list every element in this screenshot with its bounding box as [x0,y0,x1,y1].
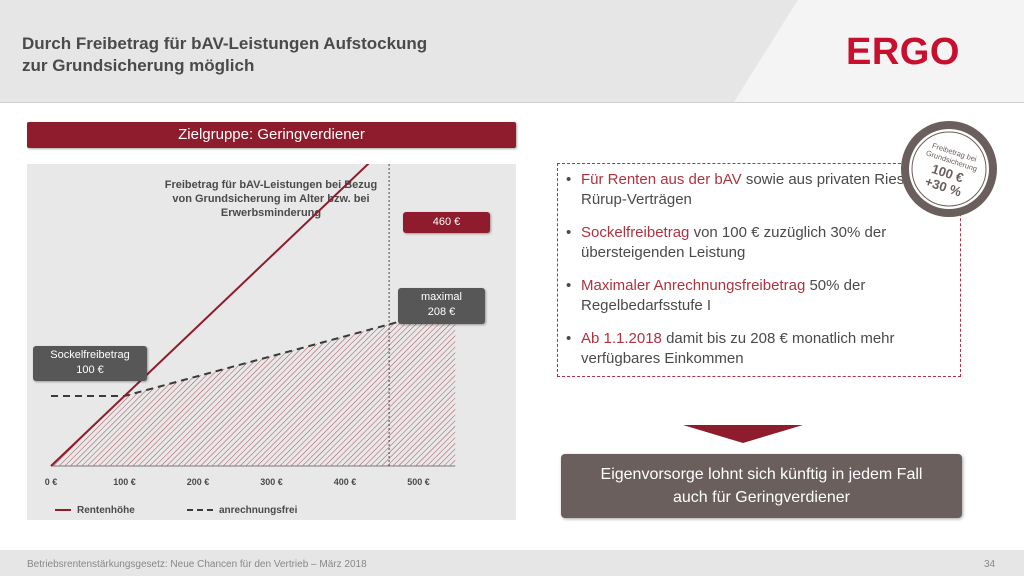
conclusion-line-1: Eigenvorsorge lohnt sich künftig in jede… [600,466,923,483]
anrechnungsfrei-hatched-area [51,320,456,466]
footer-bar [0,550,1024,576]
callout-sockel-value: 100 € [76,364,104,376]
title-line-2: zur Grundsicherung möglich [22,56,255,75]
x-tick-label: 200 € [187,477,210,487]
header-divider [0,102,1024,103]
page-number: 34 [984,559,996,570]
key-point-text: von 100 € zuzüglich 30% der übersteigend… [581,224,887,261]
x-tick-label: 400 € [334,477,357,487]
series-line-rentenhoehe [50,164,370,467]
chart-title-line-1: Freibetrag für bAV-Leistungen bei Bezug [165,179,377,191]
chart-title-line-2: von Grundsicherung im Alter bzw. bei [172,193,369,205]
x-tick-label: 100 € [113,477,136,487]
down-arrow-icon [683,425,803,443]
legend-label-rentenhoehe: Rentenhöhe [77,505,135,516]
callout-sockelfreibetrag: Sockelfreibetrag 100 € [33,346,147,381]
freibetrag-chart: Freibetrag für bAV-Leistungen bei Bezug … [45,164,456,516]
target-group-banner: Zielgruppe: Geringverdiener [27,122,516,148]
key-point-highlight: Ab 1.1.2018 [581,330,662,347]
footer-text: Betriebsrentenstärkungsgesetz: Neue Chan… [27,559,367,570]
key-point-text: damit bis zu 208 € monatlich mehr verfüg… [581,330,895,367]
x-tick-label: 0 € [45,477,58,487]
key-point-highlight: Maximaler Anrechnungsfreibetrag [581,277,806,294]
legend-label-anrechnungsfrei: anrechnungsfrei [219,505,298,516]
badge-inner-border [911,131,987,207]
key-point-text: 50% der Regelbedarfsstufe I [581,277,866,314]
header-bar [0,0,1024,102]
badge-inner-disc [909,129,989,209]
key-point-item: • Ab 1.1.2018 damit bis zu 208 € monatlic… [564,329,959,369]
page-title: Durch Freibetrag für bAV-Leistungen Aufs… [22,33,582,77]
conclusion-line-2: auch für Geringverdiener [673,489,850,506]
callout-maximal-208: maximal 208 € [398,288,485,324]
bullet-dot-icon: • [566,330,572,347]
key-points-box: • Für Renten aus der bAV sowie aus privat… [557,163,961,377]
callout-maximal-label: maximal [421,291,462,303]
callout-rente-value: 460 € [432,216,461,228]
chart-panel: Freibetrag für bAV-Leistungen bei Bezug … [27,164,516,520]
freibetrag-stamp-badge: Freibetrag bei Grundsicherung 100 € +30 … [901,121,997,217]
bullet-dot-icon: • [566,171,572,188]
callout-rente-460: 460 € [403,212,490,233]
key-points-list: • Für Renten aus der bAV sowie aus privat… [564,170,959,382]
title-line-1: Durch Freibetrag für bAV-Leistungen Aufs… [22,34,428,53]
bullet-dot-icon: • [566,277,572,294]
key-point-item: • Maximaler Anrechnungsfreibetrag 50% der… [564,276,959,316]
key-point-highlight: Sockelfreibetrag [581,224,690,241]
ergo-logo: ERGO [846,31,960,73]
callout-sockel-label: Sockelfreibetrag [50,349,130,361]
key-point-highlight: Für Renten aus der bAV [581,171,742,188]
chart-title-line-3: Erwerbsminderung [221,207,321,219]
callout-maximal-value: 208 € [427,306,456,318]
conclusion-box: Eigenvorsorge lohnt sich künftig in jede… [561,454,962,518]
x-tick-label: 300 € [260,477,283,487]
x-tick-label: 500 € [407,477,430,487]
key-point-item: • Sockelfreibetrag von 100 € zuzüglich 30… [564,223,959,263]
bullet-dot-icon: • [566,224,572,241]
